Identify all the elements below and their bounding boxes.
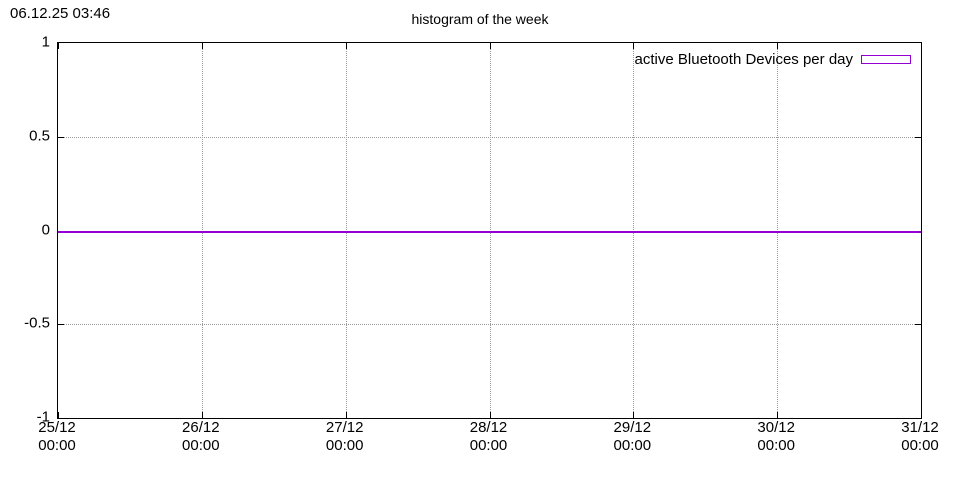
x-tick-mark-top	[921, 43, 922, 49]
y-tick-mark-right	[915, 324, 921, 326]
x-tick-mark-top	[777, 43, 779, 49]
x-tick-mark	[921, 412, 922, 418]
x-tick-mark	[345, 412, 347, 418]
x-tick-label: 29/12 00:00	[613, 419, 652, 454]
plot-area: active Bluetooth Devices per day	[57, 42, 922, 419]
x-tick-mark	[201, 412, 203, 418]
x-tick-mark	[489, 412, 491, 418]
x-axis-tick-labels: 25/12 00:00 26/12 00:00 27/12 00:00 28/12 00:00…	[38, 419, 939, 465]
series-line	[58, 230, 921, 233]
y-tick-label: -1	[36, 408, 50, 426]
gridline-horizontal	[58, 324, 921, 326]
gridline-horizontal	[58, 136, 921, 138]
legend: active Bluetooth Devices per day	[635, 51, 911, 68]
y-tick-mark	[58, 324, 64, 326]
x-tick-mark-top	[58, 43, 59, 49]
legend-line-sample	[861, 55, 911, 64]
y-tick-mark	[58, 136, 64, 138]
x-tick-mark-top	[633, 43, 635, 49]
y-tick-label: -0.5	[24, 314, 50, 332]
x-tick-label: 30/12 00:00	[757, 419, 795, 454]
x-tick-mark	[58, 412, 59, 418]
y-tick-label: 1	[41, 33, 50, 51]
x-tick-mark	[633, 412, 635, 418]
x-tick-mark-top	[489, 43, 491, 49]
y-tick-label: 0.5	[29, 127, 50, 145]
chart-title: histogram of the week	[411, 11, 549, 27]
x-tick-mark-top	[201, 43, 203, 49]
x-tick-label: 27/12 00:00	[325, 419, 364, 454]
x-tick-mark-top	[345, 43, 347, 49]
y-tick-label: 0	[41, 221, 50, 238]
x-tick-label: 25/12 00:00	[38, 419, 76, 454]
x-tick-label: 28/12 00:00	[469, 419, 508, 454]
legend-item-label: active Bluetooth Devices per day	[634, 51, 853, 68]
x-tick-label: 26/12 00:00	[182, 419, 220, 454]
y-tick-mark-right	[915, 136, 921, 138]
timestamp-label: 06.12.25 03:46	[10, 5, 111, 22]
x-tick-mark	[777, 412, 779, 418]
x-tick-label: 31/12 00:00	[901, 419, 939, 454]
y-axis-tick-labels: 1 0.5 0 -0.5 -1	[0, 34, 50, 426]
